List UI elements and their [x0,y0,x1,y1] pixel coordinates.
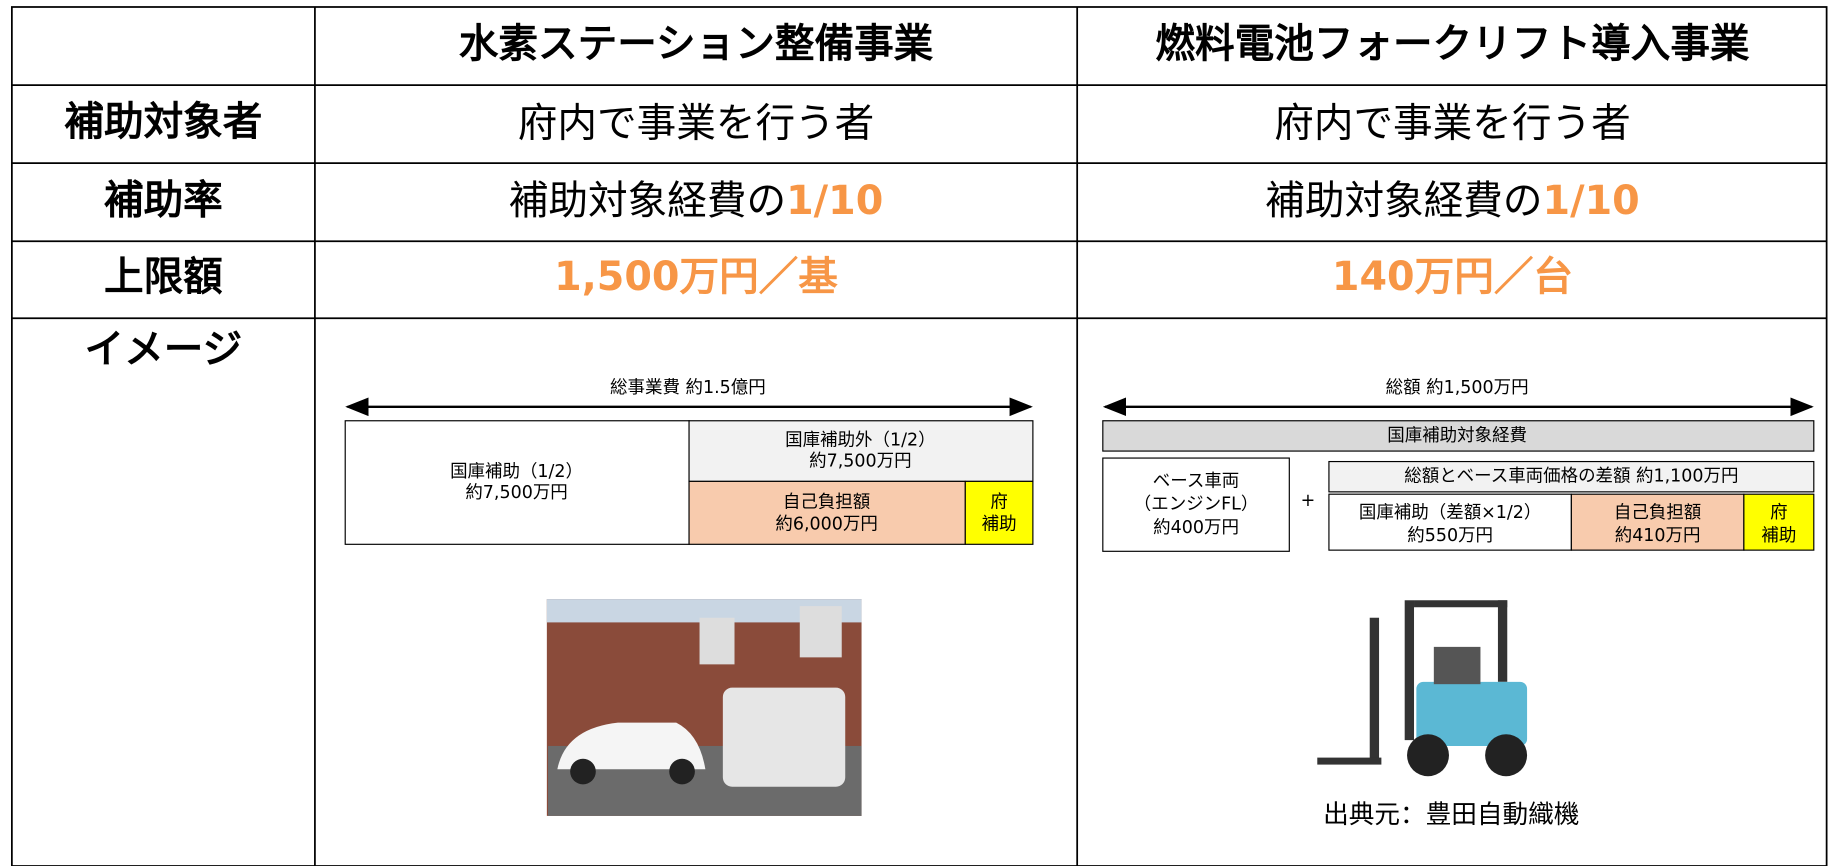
cell-highlight: 1,500万円／基 [554,254,838,300]
cell-highlight: 1/10 [786,177,883,223]
row-label: 上限額 [104,254,223,300]
row-label: イメージ [85,326,243,372]
station-photo [546,599,862,816]
box-text: （エンジンFL） [1134,495,1259,515]
box-text: 補助 [982,514,1017,534]
row-label: 補助対象者 [64,99,262,145]
box-text: 国庫補助（差額×1/2） [1359,503,1542,523]
total-label: 総額 約1,500万円 [1386,378,1529,398]
box-text: 自己負担額 [1614,503,1701,523]
box-text: ベース車両 [1153,471,1239,491]
cell: 府内で事業を行う者 [1274,100,1631,146]
box-text: 自己負担額 [783,492,870,512]
box-text: 約400万円 [1153,518,1239,538]
plus: + [1301,491,1316,511]
source-caption: 出典元：豊田自動織機 [1323,800,1579,830]
box-text: 約7,500万円 [465,483,567,503]
cell-text: 補助対象経費の [509,177,786,223]
box-text: 約6,000万円 [775,514,877,534]
column-header: 水素ステーション整備事業 [459,21,934,67]
cell-text: 補助対象経費の [1265,177,1542,223]
left-diagram: 総事業費 約1.5億円 国庫補助（1/2） 約7,500万円 国庫補助外（1/2… [344,378,1034,816]
column-header: 燃料電池フォークリフト導入事業 [1155,21,1750,67]
forklift-photo [1317,600,1528,777]
cell-highlight: 140万円／台 [1332,254,1573,300]
right-diagram: 総額 約1,500万円 国庫補助対象経費 ベース車両 （エンジンFL） 約400… [1102,378,1815,830]
box-text: 約550万円 [1407,526,1493,546]
box-text: 補助 [1761,526,1796,546]
row-label: 補助率 [104,177,223,223]
table-grid [10,6,1828,866]
box-text: 約7,500万円 [809,452,911,472]
box-text: 国庫補助（1/2） [450,462,583,482]
cell: 補助対象経費の1/10 [1265,177,1639,223]
box-text: 国庫補助対象経費 [1387,426,1527,446]
cell: 補助対象経費の1/10 [509,177,883,223]
box-text: 国庫補助外（1/2） [785,431,935,451]
cell: 府内で事業を行う者 [518,100,875,146]
box-text: 総額とベース車両価格の差額 約1,100万円 [1404,467,1738,487]
box-text: 府 [990,492,1007,512]
box-text: 府 [1770,503,1787,523]
cell-highlight: 1/10 [1543,177,1640,223]
box-text: 約410万円 [1615,526,1701,546]
total-label: 総事業費 約1.5億円 [610,378,766,398]
